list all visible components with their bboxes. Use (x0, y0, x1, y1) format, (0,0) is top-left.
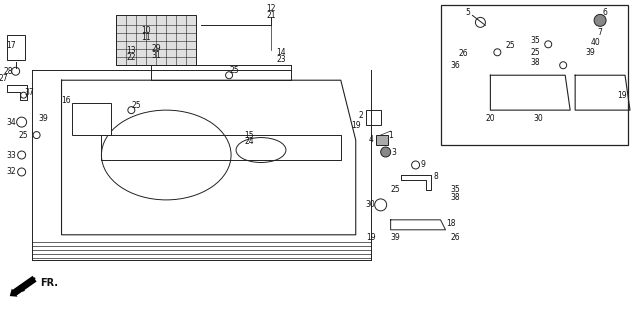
Text: 19: 19 (366, 233, 375, 242)
Text: 8: 8 (433, 172, 438, 181)
Text: 18: 18 (446, 219, 455, 228)
Text: 39: 39 (585, 48, 595, 57)
Circle shape (380, 147, 391, 157)
Text: 29: 29 (152, 44, 161, 53)
Text: 12: 12 (266, 4, 276, 13)
Circle shape (494, 49, 501, 56)
Text: 10: 10 (141, 26, 151, 35)
Circle shape (16, 117, 27, 127)
Circle shape (21, 92, 27, 98)
Text: 19: 19 (351, 121, 361, 130)
Circle shape (128, 107, 135, 114)
Text: 5: 5 (465, 8, 470, 17)
Text: 30: 30 (533, 114, 543, 123)
Text: 20: 20 (486, 114, 495, 123)
Text: FR.: FR. (41, 278, 58, 288)
Text: 21: 21 (266, 11, 276, 20)
Text: 33: 33 (7, 150, 16, 159)
Text: 23: 23 (276, 55, 286, 64)
Circle shape (476, 17, 486, 27)
Bar (441, 5, 628, 145)
Text: 1: 1 (388, 131, 393, 140)
Text: 38: 38 (451, 193, 460, 202)
Text: 4: 4 (368, 134, 373, 144)
Text: 2: 2 (358, 111, 363, 120)
Bar (7, 35, 25, 60)
Text: 22: 22 (127, 53, 136, 62)
Circle shape (11, 67, 20, 75)
Text: 24: 24 (244, 137, 254, 146)
Text: 34: 34 (7, 118, 16, 127)
Circle shape (18, 151, 25, 159)
Text: 28: 28 (4, 67, 13, 76)
Text: 39: 39 (39, 114, 48, 123)
Text: 16: 16 (61, 96, 72, 105)
Text: 9: 9 (420, 161, 425, 170)
Bar (366, 110, 380, 125)
Bar (117, 15, 196, 65)
Bar (72, 103, 112, 135)
Text: 7: 7 (598, 28, 602, 37)
Bar (376, 135, 387, 145)
Text: 35: 35 (531, 36, 540, 45)
Text: 3: 3 (391, 148, 396, 156)
Circle shape (18, 168, 25, 176)
Text: 11: 11 (141, 33, 151, 42)
Text: 25: 25 (505, 41, 515, 50)
Circle shape (411, 161, 420, 169)
Circle shape (226, 72, 233, 79)
Circle shape (560, 62, 567, 69)
Text: 13: 13 (127, 46, 136, 55)
Text: 31: 31 (152, 51, 161, 60)
FancyArrow shape (10, 276, 37, 297)
Text: 26: 26 (458, 49, 469, 58)
Text: 25: 25 (391, 185, 401, 195)
Circle shape (545, 41, 552, 48)
Text: 6: 6 (603, 8, 607, 17)
Text: 25: 25 (230, 66, 239, 75)
Text: 39: 39 (391, 233, 401, 242)
Circle shape (375, 199, 387, 211)
Text: 30: 30 (366, 200, 375, 209)
Text: 25: 25 (19, 131, 29, 140)
Text: 38: 38 (531, 58, 540, 67)
Circle shape (33, 132, 40, 139)
Circle shape (594, 14, 606, 26)
Text: 40: 40 (590, 38, 600, 47)
Text: 25: 25 (131, 101, 141, 110)
Text: 26: 26 (451, 233, 460, 242)
Text: 19: 19 (618, 91, 627, 100)
Text: 27: 27 (0, 74, 8, 83)
Text: 32: 32 (7, 167, 16, 176)
Text: 25: 25 (531, 48, 540, 57)
Text: 15: 15 (244, 131, 254, 140)
Text: 14: 14 (276, 48, 286, 57)
Text: 36: 36 (451, 61, 460, 70)
Text: 37: 37 (25, 88, 34, 97)
Text: 35: 35 (451, 185, 460, 195)
Text: 17: 17 (6, 41, 15, 50)
